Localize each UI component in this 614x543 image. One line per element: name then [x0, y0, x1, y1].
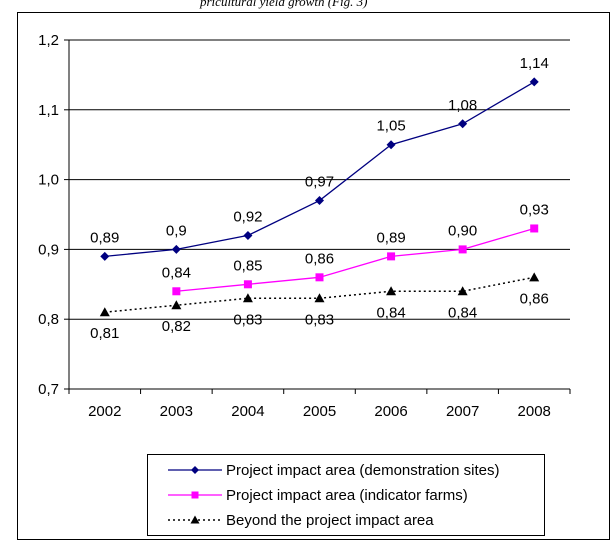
- data-point-diamond: [386, 140, 396, 150]
- data-point-triangle: [386, 286, 397, 296]
- legend-item-demonstration-sites: Project impact area (demonstration sites…: [168, 460, 499, 480]
- data-point-diamond: [458, 119, 468, 129]
- data-label: 0,9: [166, 222, 187, 239]
- legend-item-beyond-area: Beyond the project impact area: [168, 510, 434, 530]
- data-label: 0,83: [305, 311, 334, 328]
- data-label: 0,82: [162, 318, 191, 335]
- data-point-diamond: [529, 77, 539, 87]
- data-label: 0,84: [448, 304, 477, 321]
- y-tick-label: 0,8: [38, 311, 59, 328]
- chart-frame: [17, 12, 610, 540]
- data-label: 1,08: [448, 97, 477, 114]
- data-label: 0,93: [520, 201, 549, 218]
- y-tick-label: 1,1: [38, 102, 59, 119]
- data-point-diamond: [100, 251, 110, 261]
- data-point-triangle: [171, 300, 182, 310]
- data-point-square: [243, 280, 252, 289]
- legend-swatch-square-icon: [168, 491, 222, 499]
- data-label: 0,86: [520, 290, 549, 307]
- y-tick-label: 0,9: [38, 241, 59, 258]
- data-label: 0,86: [305, 250, 334, 267]
- legend-item-indicator-farms: Project impact area (indicator farms): [168, 485, 468, 505]
- data-label: 0,83: [233, 311, 262, 328]
- x-tick-label: 2005: [303, 403, 336, 420]
- data-label: 1,14: [520, 55, 549, 72]
- data-label: 0,89: [376, 229, 405, 246]
- data-point-triangle: [529, 272, 540, 282]
- legend-label: Project impact area (indicator farms): [226, 486, 468, 504]
- y-tick-label: 0,7: [38, 381, 59, 398]
- data-point-square: [387, 252, 396, 261]
- header-text-fragment: pricultural yield growth (Fig. 3): [200, 0, 368, 9]
- data-point-diamond: [315, 196, 324, 206]
- series-line: [176, 227, 535, 292]
- data-point-diamond: [171, 244, 181, 254]
- data-point-triangle: [314, 293, 325, 303]
- x-tick-label: 2002: [88, 403, 121, 420]
- data-label: 0,84: [376, 304, 405, 321]
- data-point-triangle: [99, 307, 110, 317]
- data-point-square: [530, 224, 539, 233]
- data-label: 0,89: [90, 229, 119, 246]
- data-point-square: [458, 245, 467, 254]
- data-point-square: [315, 273, 324, 282]
- y-tick-label: 1,2: [38, 32, 59, 49]
- legend-swatch-diamond-icon: [168, 466, 222, 474]
- data-label: 0,84: [162, 264, 191, 281]
- legend: Project impact area (demonstration sites…: [147, 454, 545, 536]
- legend-label: Project impact area (demonstration sites…: [226, 461, 500, 479]
- data-label: 0,90: [448, 222, 477, 239]
- y-tick-label: 1,0: [38, 172, 59, 189]
- data-label: 0,97: [305, 174, 334, 191]
- data-label: 0,92: [233, 208, 262, 225]
- x-tick-label: 2007: [446, 403, 479, 420]
- x-tick-label: 2006: [374, 403, 407, 420]
- data-label: 0,81: [90, 325, 119, 342]
- data-point-square: [172, 287, 181, 296]
- x-tick-label: 2008: [518, 403, 551, 420]
- x-tick-label: 2004: [231, 403, 264, 420]
- data-label: 1,05: [376, 118, 405, 135]
- data-point-triangle: [242, 293, 253, 303]
- legend-swatch-triangle-icon: [168, 515, 222, 524]
- data-point-diamond: [243, 230, 253, 240]
- data-label: 0,85: [233, 257, 262, 274]
- x-tick-label: 2003: [160, 403, 193, 420]
- legend-label: Beyond the project impact area: [226, 511, 434, 529]
- data-point-triangle: [457, 286, 468, 296]
